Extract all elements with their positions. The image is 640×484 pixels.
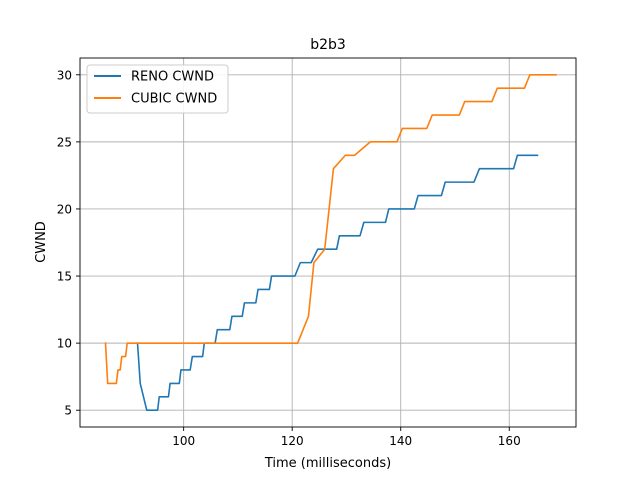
y-tick-label: 5 [64, 404, 72, 418]
series-line-cubic [104, 73, 557, 385]
y-tick-label: 10 [57, 337, 72, 351]
chart-title: b2b3 [310, 37, 346, 53]
legend-label-cubic: CUBIC CWND [131, 92, 217, 107]
y-tick-label: 15 [57, 270, 72, 284]
grid [80, 58, 576, 427]
legend: RENO CWND CUBIC CWND [86, 64, 229, 114]
series-line-reno [136, 154, 539, 412]
x-tick-label: 120 [281, 434, 304, 448]
y-tick-label: 20 [57, 202, 72, 216]
y-tick-label: 30 [57, 68, 72, 82]
plot-frame [79, 57, 577, 428]
series-layer [104, 73, 557, 412]
x-tick-label: 100 [172, 434, 195, 448]
axis-ticks: 100 120 140 160 5 10 15 20 25 30 [57, 68, 521, 448]
legend-box [86, 64, 229, 114]
y-axis-label: CWND [34, 221, 49, 263]
x-axis-label: Time (milliseconds) [264, 456, 391, 471]
x-tick-label: 140 [389, 434, 412, 448]
y-tick-label: 25 [57, 135, 72, 149]
legend-label-reno: RENO CWND [131, 70, 214, 85]
x-tick-label: 160 [498, 434, 521, 448]
